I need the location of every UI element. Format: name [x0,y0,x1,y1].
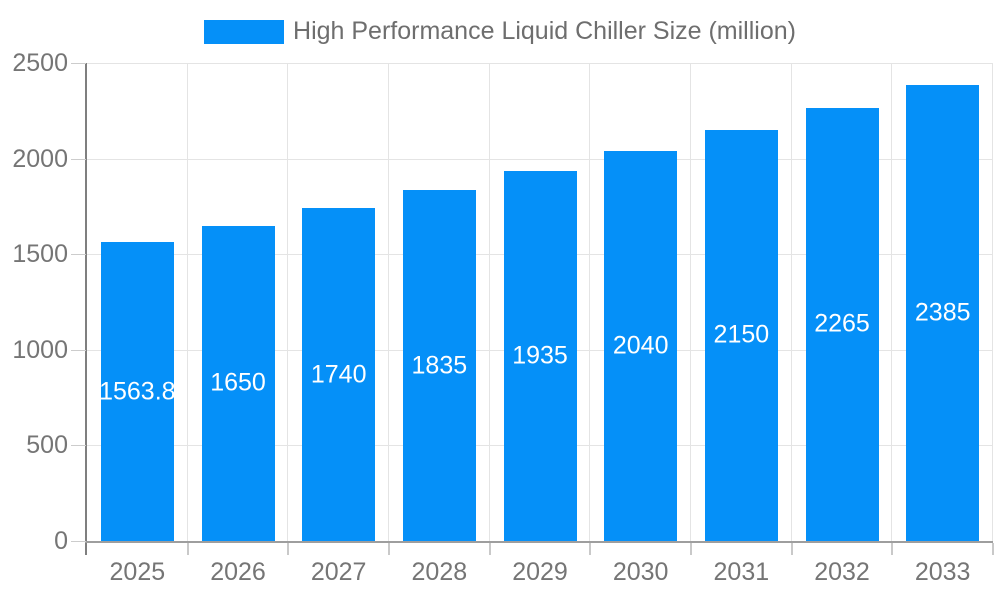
bar-value-label: 1935 [512,341,568,370]
bar-slots: 1563.8 1650 1740 1835 1935 2040 2150 2265 2385 [87,63,993,541]
gridline-vertical [287,63,289,541]
bar-slot: 1835 [389,63,490,541]
x-tick-mark [388,543,390,555]
bar-slot: 1935 [490,63,591,541]
y-tick-mark [71,445,86,447]
bar-slot: 1740 [288,63,389,541]
bar-value-label: 2150 [713,320,770,349]
x-tick-label: 2032 [814,558,870,586]
bar-value-label: 1563.8 [99,377,176,405]
legend-swatch-icon [204,19,285,44]
y-tick-mark [71,541,86,542]
bar-2031[interactable]: 2150 [704,129,778,541]
x-tick-label: 2033 [914,558,971,586]
gridline-vertical [992,63,993,541]
gridline-vertical [891,63,893,541]
x-tick-label: 2026 [210,558,266,586]
gridline-vertical [689,63,691,541]
bar-value-label: 1835 [411,351,468,380]
gridline-vertical [186,63,188,541]
bar-value-label: 2385 [914,298,971,327]
bar-2032[interactable]: 2265 [805,107,879,541]
x-tick-mark [891,543,894,555]
y-tick-mark [71,349,86,351]
bar-slot: 2265 [792,63,893,541]
y-tick-label: 500 [26,431,68,460]
bar-2028[interactable]: 1835 [402,190,476,541]
x-axis-line [85,541,993,543]
bar-slot: 2150 [691,63,792,541]
gridline-vertical [589,63,591,541]
y-tick-label: 1000 [12,335,68,364]
bar-value-label: 2265 [814,309,870,338]
y-tick-label: 2000 [12,144,68,173]
y-tick-label: 1500 [12,240,68,269]
bar-slot: 2385 [892,63,993,541]
y-tick-mark [71,254,86,256]
gridline-vertical [488,63,490,541]
bar-2027[interactable]: 1740 [302,208,376,541]
bar-2030[interactable]: 2040 [604,150,678,541]
bar-slot: 1563.8 [87,63,188,541]
bar-2033[interactable]: 2385 [906,85,980,541]
bar-slot: 2040 [590,63,691,541]
x-tick-mark [589,543,592,555]
x-tick-label: 2029 [512,558,568,586]
x-tick-mark [287,543,290,555]
y-tick-mark [71,63,86,64]
y-tick-mark [71,158,86,160]
x-tick-label: 2027 [310,558,367,586]
x-tick-mark [790,543,793,555]
bar-2025[interactable]: 1563.8 [99,242,176,541]
x-tick-mark [690,543,692,555]
y-tick-label: 0 [54,527,68,555]
x-tick-label: 2025 [109,558,166,586]
plot-area: 1563.8 1650 1740 1835 1935 2040 2150 2265 2385 [87,63,993,541]
legend-label: High Performance Liquid Chiller Size (mi… [293,17,796,45]
bar-value-label: 1650 [210,368,266,397]
bar-value-label: 2040 [612,331,669,360]
y-axis-line [85,63,87,555]
gridline-horizontal [87,158,993,160]
gridline-vertical [790,63,792,541]
bar-2029[interactable]: 1935 [503,171,577,541]
x-tick-label: 2030 [612,558,669,586]
bar-slot: 1650 [188,63,289,541]
bar-value-label: 1740 [310,360,367,389]
x-tick-label: 2028 [411,558,468,586]
x-tick-mark [186,543,189,555]
x-tick-mark [992,543,994,555]
x-tick-mark [488,543,491,555]
y-tick-label: 2500 [12,49,68,77]
gridline-horizontal [87,63,993,64]
x-tick-label: 2031 [713,558,770,586]
bar-2026[interactable]: 1650 [201,225,275,541]
legend[interactable]: High Performance Liquid Chiller Size (mi… [0,17,1000,46]
gridline-vertical [387,63,389,541]
